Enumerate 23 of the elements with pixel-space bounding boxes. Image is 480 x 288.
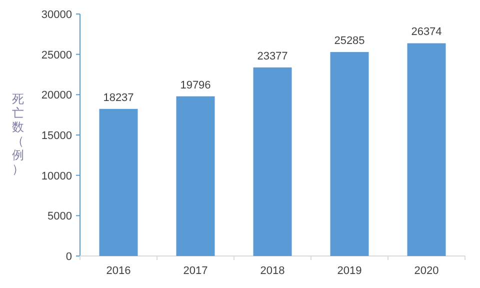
bar <box>407 43 446 256</box>
bar <box>253 67 292 256</box>
y-tick-label: 5000 <box>48 210 72 223</box>
y-tick-label: 15000 <box>41 130 72 142</box>
x-tick-label: 2020 <box>414 265 439 277</box>
data-label: 23377 <box>257 50 288 62</box>
bar <box>176 96 215 256</box>
x-tick-label: 2017 <box>183 265 208 277</box>
y-tick-label: 0 <box>66 251 72 263</box>
data-label: 19796 <box>180 79 211 92</box>
x-tick-label: 2019 <box>337 265 362 277</box>
data-label: 26374 <box>411 26 442 38</box>
y-tick-label: 10000 <box>41 170 72 182</box>
y-tick-label: 30000 <box>41 9 72 21</box>
y-axis-title: 死亡数（例） <box>12 92 24 176</box>
y-tick-label: 25000 <box>41 49 72 62</box>
data-label: 25285 <box>334 35 365 48</box>
x-tick-label: 2016 <box>106 265 131 277</box>
bar <box>330 52 369 256</box>
x-tick-label: 2018 <box>260 265 285 277</box>
bar <box>99 108 138 256</box>
y-tick-label: 20000 <box>41 90 72 102</box>
data-label: 18237 <box>103 92 134 104</box>
